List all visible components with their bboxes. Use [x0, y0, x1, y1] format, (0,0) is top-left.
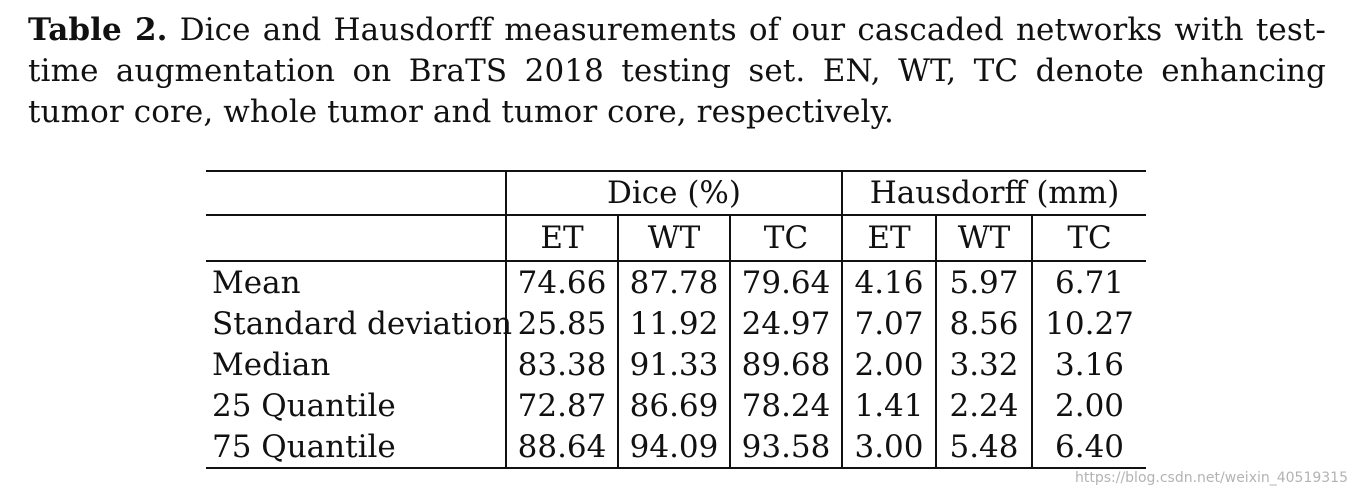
- table-cell: 4.16: [841, 260, 936, 303]
- row-label: Standard deviation: [212, 305, 513, 342]
- results-table: Dice (%) Hausdorff (mm) ET WT TC ET WT T…: [206, 170, 1147, 469]
- table-cell: 91.33: [617, 344, 730, 385]
- row-label: 75 Quantile: [206, 426, 506, 469]
- table-cell: 7.07: [841, 303, 936, 344]
- table-cell: 8.56: [935, 303, 1032, 344]
- dice-tc-header: TC: [729, 214, 842, 261]
- table-cell: 93.58: [729, 426, 842, 469]
- sub-header-row: ET WT TC ET WT TC: [206, 214, 1147, 261]
- table-cell: 1.41: [841, 385, 936, 426]
- table-cell: 10.27: [1030, 303, 1147, 344]
- hausdorff-group-header: Hausdorff (mm): [840, 170, 1147, 215]
- table-cell: 87.78: [617, 260, 730, 303]
- table-row: Standard deviation 25.85 11.92 24.97 7.0…: [206, 303, 1147, 344]
- table-row: 75 Quantile 88.64 94.09 93.58 3.00 5.48 …: [206, 426, 1147, 469]
- header-empty-cell: [206, 170, 506, 215]
- table-cell: 24.97: [729, 303, 842, 344]
- table-row: Median 83.38 91.33 89.68 2.00 3.32 3.16: [206, 344, 1147, 385]
- table-cell: 94.09: [617, 426, 730, 469]
- hausdorff-wt-header: WT: [935, 214, 1032, 261]
- table-cell: 3.16: [1030, 344, 1147, 385]
- caption-text: Dice and Hausdorff measurements of our c…: [28, 12, 1326, 130]
- table-cell: 6.71: [1030, 260, 1147, 303]
- table-cell: 25.85: [505, 303, 618, 344]
- header-empty-cell: [206, 214, 506, 261]
- caption-label: Table 2.: [28, 12, 168, 48]
- dice-et-header: ET: [505, 214, 618, 261]
- table-cell: 5.97: [935, 260, 1032, 303]
- watermark-text: https://blog.csdn.net/weixin_40519315: [1074, 470, 1348, 486]
- table-row: Mean 74.66 87.78 79.64 4.16 5.97 6.71: [206, 260, 1147, 303]
- table-cell: 2.00: [841, 344, 936, 385]
- dice-wt-header: WT: [617, 214, 730, 261]
- table-cell: 3.00: [841, 426, 936, 469]
- hausdorff-tc-header: TC: [1030, 214, 1147, 261]
- table-cell: 5.48: [935, 426, 1032, 469]
- hausdorff-et-header: ET: [841, 214, 936, 261]
- dice-group-header: Dice (%): [505, 170, 842, 215]
- table-cell: 11.92: [617, 303, 730, 344]
- table-cell: 79.64: [729, 260, 842, 303]
- table-cell: 89.68: [729, 344, 842, 385]
- table-cell: 86.69: [617, 385, 730, 426]
- table-row: 25 Quantile 72.87 86.69 78.24 1.41 2.24 …: [206, 385, 1147, 426]
- table-caption: Table 2. Dice and Hausdorff measurements…: [28, 10, 1326, 133]
- table-cell: 2.24: [935, 385, 1032, 426]
- row-label: Mean: [206, 260, 506, 303]
- table-cell: 88.64: [505, 426, 618, 469]
- table-cell: 72.87: [505, 385, 618, 426]
- results-table-container: Dice (%) Hausdorff (mm) ET WT TC ET WT T…: [206, 170, 1147, 469]
- table-cell: 78.24: [729, 385, 842, 426]
- table-cell: 6.40: [1030, 426, 1147, 469]
- group-header-row: Dice (%) Hausdorff (mm): [206, 170, 1147, 215]
- table-cell: 74.66: [505, 260, 618, 303]
- row-label: Median: [212, 346, 331, 383]
- row-label: 25 Quantile: [212, 387, 396, 424]
- table-cell: 83.38: [505, 344, 618, 385]
- table-cell: 3.32: [935, 344, 1032, 385]
- table-cell: 2.00: [1030, 385, 1147, 426]
